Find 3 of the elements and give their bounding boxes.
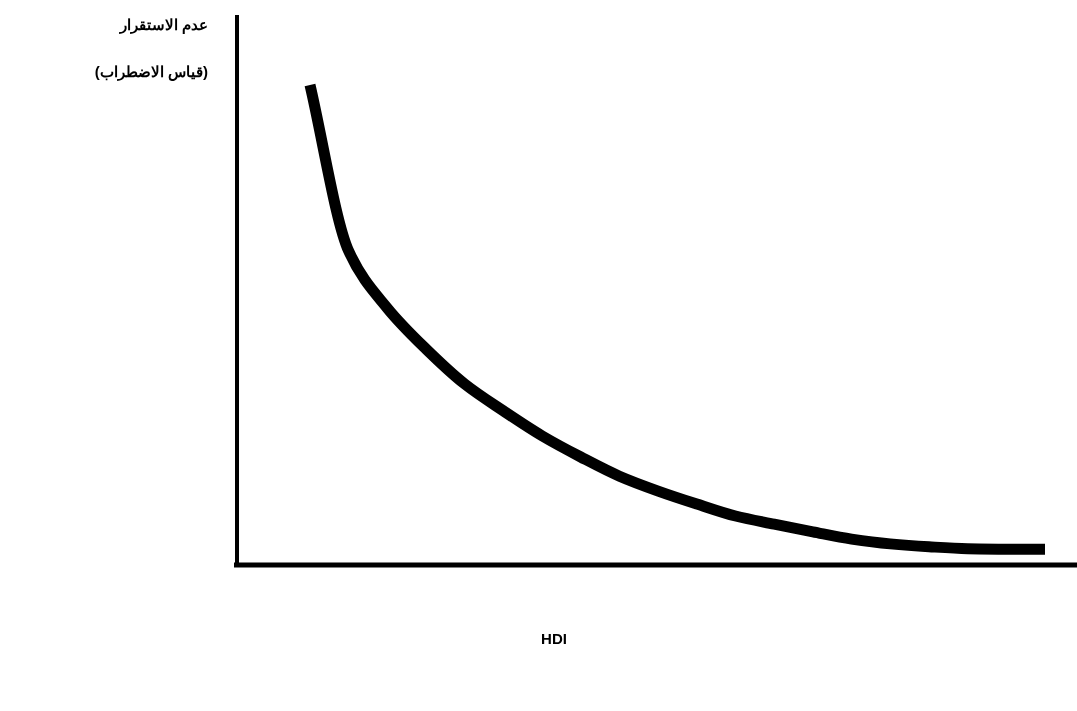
ylabel: (قياس الاضطراب) bbox=[94, 63, 208, 80]
ylabel: عدم الاستقرار bbox=[119, 16, 208, 33]
xlabel: HDI bbox=[541, 630, 567, 647]
